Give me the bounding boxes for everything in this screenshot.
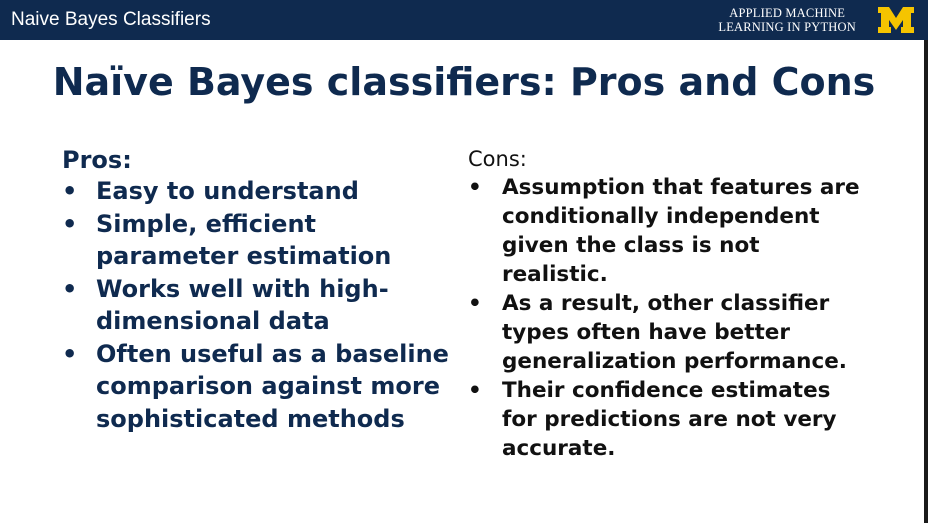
pros-item-text: Simple, efficient parameter estimation [96, 209, 392, 271]
bullet-icon: • [62, 339, 78, 368]
bullet-icon: • [468, 378, 482, 403]
bullet-icon: • [468, 291, 482, 316]
bullet-icon: • [468, 175, 482, 200]
course-name-line1: APPLIED MACHINE [729, 6, 846, 20]
cons-list-item: • Assumption that features are conditiona… [468, 173, 868, 289]
pros-item-text: Often useful as a baseline comparison ag… [96, 339, 449, 433]
cons-list-item: • As a result, other classifier types oft… [468, 289, 868, 376]
pros-list-item: • Easy to understand [62, 175, 462, 208]
pros-list-item: • Often useful as a baseline comparison a… [62, 338, 462, 436]
pros-column: Pros: • Easy to understand • Simple, effic… [62, 145, 462, 435]
pros-item-text: Easy to understand [96, 177, 359, 205]
course-name-line2: LEARNING IN PYTHON [718, 20, 856, 34]
cons-heading: Cons: [468, 147, 527, 171]
cons-item-text: Assumption that features are conditional… [502, 175, 860, 287]
pros-list-item: • Simple, efficient parameter estimation [62, 208, 462, 273]
block-m-logo-icon [878, 7, 914, 33]
cons-item-text: Their confidence estimates for predictio… [502, 378, 837, 461]
header-branding: APPLIED MACHINE LEARNING IN PYTHON [718, 6, 914, 34]
cons-column: Cons: • Assumption that features are cond… [468, 145, 868, 463]
cons-list: • Assumption that features are conditiona… [468, 173, 868, 463]
bullet-icon: • [62, 209, 78, 238]
cons-item-text: As a result, other classifier types ofte… [502, 291, 847, 374]
pros-heading: Pros: [62, 146, 132, 174]
pros-item-text: Works well with high-dimensional data [96, 274, 389, 336]
bullet-icon: • [62, 177, 78, 205]
bullet-icon: • [62, 274, 78, 303]
course-name: APPLIED MACHINE LEARNING IN PYTHON [718, 6, 856, 34]
slide-title: Naïve Bayes classifiers: Pros and Cons [52, 60, 876, 104]
right-edge-border [924, 40, 928, 523]
header-bar: Naive Bayes Classifiers APPLIED MACHINE … [0, 0, 928, 40]
deck-title: Naive Bayes Classifiers [11, 9, 211, 30]
pros-list-item: • Works well with high-dimensional data [62, 273, 462, 338]
cons-list-item: • Their confidence estimates for predicti… [468, 376, 868, 463]
pros-list: • Easy to understand • Simple, efficient p… [62, 175, 462, 435]
